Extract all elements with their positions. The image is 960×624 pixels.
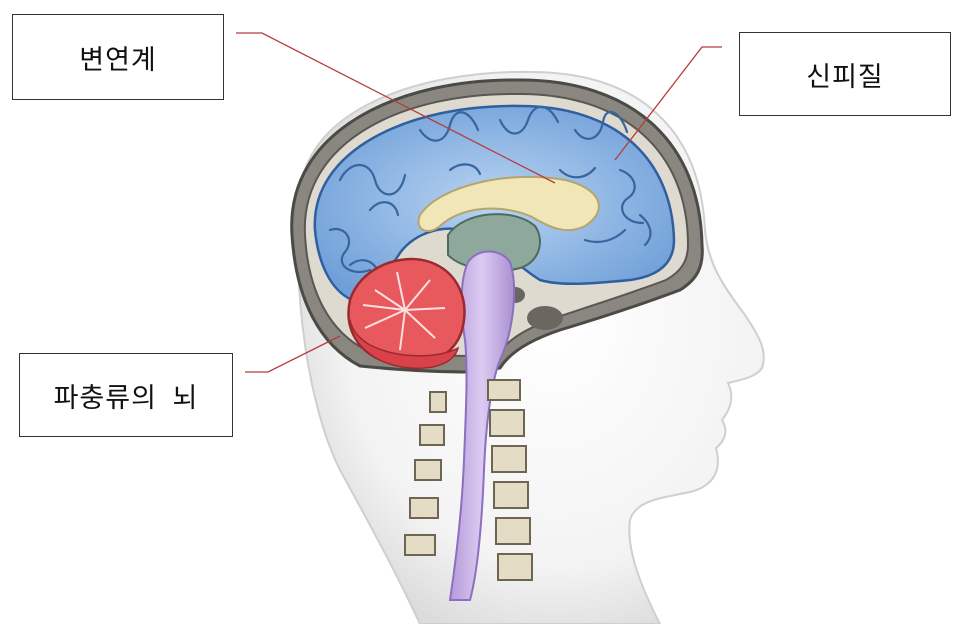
corpus-callosum [417, 175, 600, 232]
brainstem [448, 250, 516, 601]
leader-lines [236, 32, 722, 373]
leader-line-limbic [236, 32, 556, 184]
sinus-a [527, 306, 563, 330]
label-neocortex: 신피질 [739, 32, 951, 116]
label-reptilian-brain: 파충류의 뇌 [19, 353, 233, 437]
label-limbic-system: 변연계 [12, 14, 224, 100]
leader-line-neocortex [614, 46, 722, 161]
leader-line-reptilian [245, 335, 341, 373]
cortex-gyri [328, 105, 652, 273]
cerebellum-folia [362, 271, 446, 351]
cerebellum-lower-lobe [349, 319, 460, 369]
cervical-vertebrae [404, 379, 533, 581]
